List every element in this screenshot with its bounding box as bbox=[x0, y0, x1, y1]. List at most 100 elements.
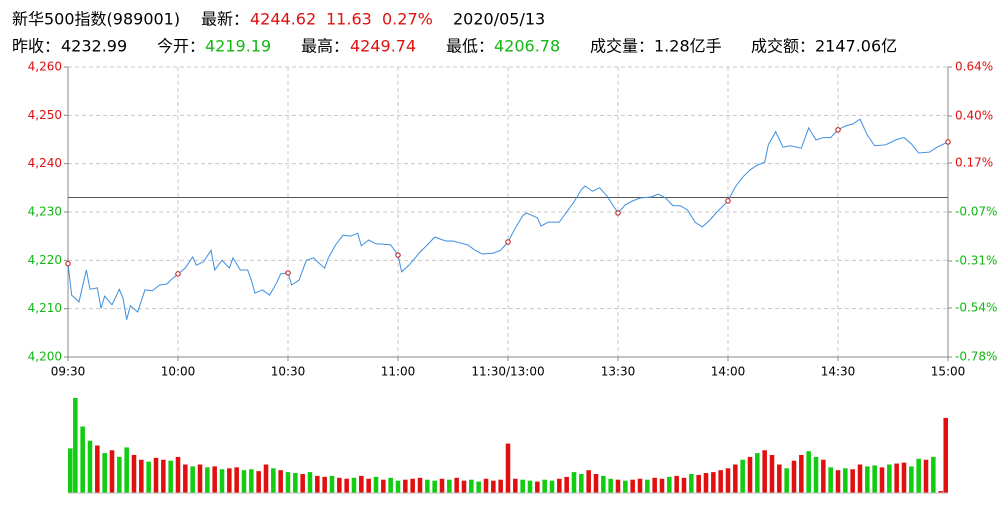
quote-field: 最新： bbox=[201, 10, 249, 29]
x-tick-label: 11:00 bbox=[381, 365, 416, 379]
quote-field: 0.27% bbox=[382, 10, 433, 29]
volume-bar bbox=[821, 459, 826, 493]
volume-bar bbox=[469, 479, 474, 493]
volume-bar bbox=[131, 455, 137, 493]
volume-bar bbox=[593, 474, 599, 493]
volume-bar bbox=[659, 478, 665, 493]
volume-bar bbox=[359, 475, 364, 493]
y-tick-label: 4,240 bbox=[28, 156, 62, 170]
x-tick-label: 15:00 bbox=[931, 365, 966, 379]
volume-bar bbox=[190, 466, 195, 493]
volume-bar bbox=[439, 478, 445, 493]
volume-bar bbox=[205, 467, 210, 493]
quote-field: 4249.74 bbox=[350, 37, 416, 56]
volume-bar bbox=[161, 459, 166, 493]
volume-bar bbox=[777, 464, 782, 493]
time-marker bbox=[615, 210, 621, 216]
x-tick-label: 10:30 bbox=[271, 365, 306, 379]
volume-bar bbox=[601, 475, 606, 493]
quote-field: 今开： bbox=[157, 37, 205, 56]
quote-field: 最低： bbox=[446, 37, 494, 56]
x-tick-label: 14:30 bbox=[821, 365, 856, 379]
y2-tick-label: -0.78% bbox=[955, 350, 997, 364]
time-marker bbox=[835, 127, 841, 133]
volume-bar bbox=[146, 461, 151, 493]
quote-field: 2147.06亿 bbox=[815, 37, 897, 56]
volume-bar bbox=[637, 478, 643, 493]
volume-bar bbox=[249, 469, 254, 493]
volume-bar bbox=[241, 470, 247, 493]
x-tick-label: 11:30/13:00 bbox=[471, 365, 544, 379]
price-line bbox=[67, 118, 949, 320]
volume-bar bbox=[909, 466, 914, 493]
volume-bar bbox=[813, 456, 819, 493]
volume-bar bbox=[366, 478, 371, 493]
volume-bar bbox=[212, 466, 217, 493]
y2-tick-label: 0.40% bbox=[955, 109, 993, 123]
volume-bar bbox=[351, 477, 357, 493]
volume-bar bbox=[938, 491, 943, 493]
time-marker bbox=[505, 239, 511, 245]
volume-bar bbox=[388, 477, 393, 493]
volume-bar bbox=[307, 472, 313, 493]
y2-tick-label: -0.54% bbox=[955, 300, 997, 314]
volume-bar bbox=[674, 475, 679, 493]
index-title: 新华500指数(989001) bbox=[12, 10, 180, 29]
volume-bar bbox=[175, 456, 181, 493]
volume-bar bbox=[373, 476, 379, 493]
volume-bar bbox=[447, 479, 452, 493]
y-tick-label: 4,230 bbox=[28, 205, 62, 219]
volume-bar bbox=[703, 473, 709, 493]
volume-bar bbox=[80, 426, 85, 493]
quote-field: 4219.19 bbox=[205, 37, 271, 56]
volume-bar bbox=[865, 466, 870, 493]
volume-bar bbox=[784, 468, 789, 493]
volume-bar bbox=[571, 472, 577, 493]
volume-bar bbox=[652, 477, 657, 493]
volume-bar bbox=[461, 480, 467, 493]
quote-field: 成交量： bbox=[590, 37, 654, 56]
volume-bar bbox=[498, 479, 503, 493]
volume-bar bbox=[183, 464, 188, 493]
volume-bar bbox=[872, 465, 877, 493]
volume-bar bbox=[828, 467, 833, 493]
volume-bar bbox=[696, 474, 701, 493]
volume-bar bbox=[733, 464, 738, 493]
volume-bar bbox=[95, 445, 100, 493]
volume-bar bbox=[725, 468, 731, 493]
x-tick-label: 13:30 bbox=[601, 365, 636, 379]
volume-bar bbox=[755, 453, 760, 493]
y-tick-label: 4,260 bbox=[28, 60, 62, 74]
volume-bar bbox=[322, 476, 327, 493]
volume-bar bbox=[791, 460, 797, 493]
volume-bar bbox=[454, 477, 459, 493]
y-tick-label: 4,250 bbox=[28, 108, 62, 122]
volume-bar bbox=[579, 474, 584, 493]
volume-bar bbox=[139, 459, 144, 493]
volume-bar bbox=[520, 479, 525, 493]
quote-field: 昨收： bbox=[12, 37, 60, 56]
volume-bar bbox=[278, 470, 283, 493]
volume-bar bbox=[542, 479, 547, 493]
volume-bar bbox=[718, 470, 723, 493]
volume-bar bbox=[923, 459, 929, 493]
volume-bar bbox=[806, 451, 811, 493]
volume-bar bbox=[381, 479, 386, 493]
y2-tick-label: -0.07% bbox=[955, 205, 997, 219]
volume-bar bbox=[762, 450, 767, 493]
volume-bar bbox=[153, 457, 159, 493]
volume-bar bbox=[505, 443, 511, 493]
volume-bar bbox=[894, 463, 899, 493]
volume-bar bbox=[256, 471, 261, 493]
y2-tick-label: 0.64% bbox=[955, 60, 993, 74]
volume-bar bbox=[124, 447, 129, 493]
volume-bar bbox=[527, 480, 533, 493]
time-marker bbox=[395, 252, 401, 258]
y-tick-label: 4,200 bbox=[28, 350, 62, 364]
volume-bar bbox=[425, 479, 430, 493]
volume-bar bbox=[293, 473, 298, 493]
volume-bar bbox=[835, 470, 841, 493]
volume-bar bbox=[689, 474, 694, 493]
